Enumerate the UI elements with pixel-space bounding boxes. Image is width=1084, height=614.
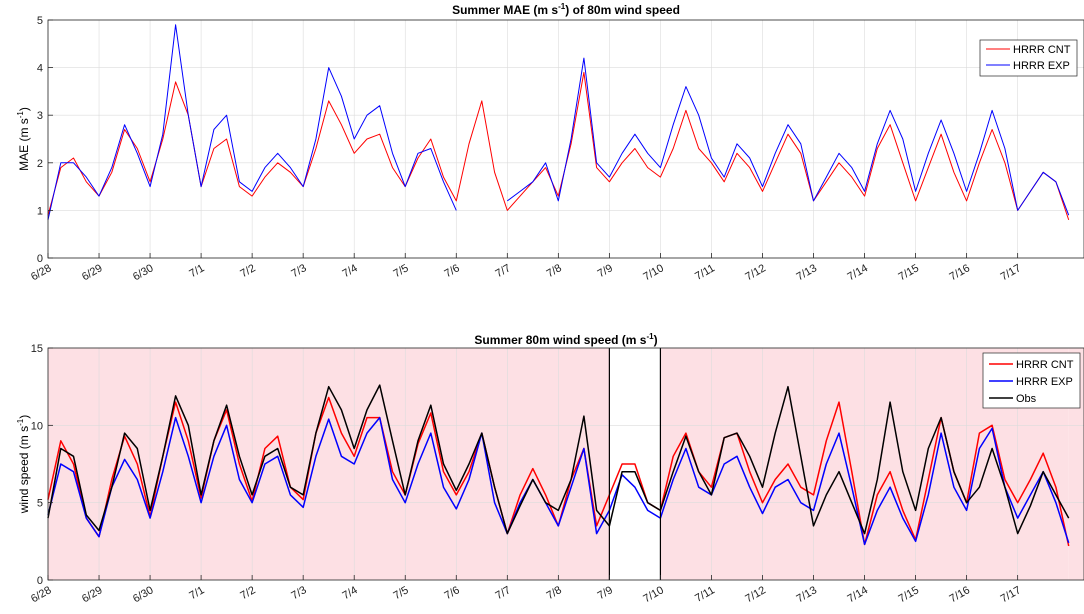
mae-ytick-label: 1 (37, 205, 43, 217)
wind-series-group (47, 384, 1070, 547)
wind-y-axis-label: wind speed (m s-1) (16, 415, 31, 515)
mae-ytick-label: 3 (37, 110, 43, 122)
mae-xtick-label: 7/17 (999, 262, 1024, 283)
wind-shaded-regions (48, 348, 1084, 580)
mae-ytick-label: 2 (37, 158, 43, 170)
mae-xtick-label: 7/2 (238, 262, 257, 280)
wind-xtick-label: 7/12 (743, 584, 768, 605)
wind-xtick-label: 7/14 (845, 584, 870, 605)
wind-xtick-label: 7/6 (443, 584, 462, 602)
mae-legend: HRRR CNT HRRR EXP (979, 39, 1078, 77)
mae-legend-box (979, 39, 1078, 77)
mae-xtick-label: 7/4 (340, 262, 359, 280)
mae-xtick-label: 7/13 (794, 262, 819, 283)
wind-legend: HRRR CNT HRRR EXP Obs (982, 352, 1081, 409)
wind-xtick-label: 7/2 (238, 584, 257, 602)
wind-ytick-label: 5 (37, 498, 43, 510)
wind-gap-markers (608, 348, 662, 580)
mae-xtick-label: 7/14 (845, 262, 870, 283)
wind-xtick-label: 7/13 (794, 584, 819, 605)
mae-y-ticks: 0 1 2 3 4 5 (37, 15, 53, 265)
wind-xtick-label: 7/9 (596, 584, 615, 602)
wind-ytick-label: 10 (31, 420, 43, 432)
mae-legend-label-cnt: HRRR CNT (1013, 44, 1071, 56)
mae-series-group (47, 24, 1070, 221)
mae-xtick-label: 7/9 (596, 262, 615, 280)
wind-legend-label-cnt: HRRR CNT (1016, 359, 1074, 371)
mae-axes-box (47, 19, 1084, 259)
wind-series-obs (47, 384, 1070, 535)
mae-xtick-label: 7/16 (948, 262, 973, 283)
mae-xtick-label: 7/1 (187, 262, 206, 280)
wind-ytick-label: 15 (31, 343, 43, 355)
mae-xtick-label: 6/30 (131, 262, 156, 283)
mae-y-axis-label: MAE (m s-1) (16, 107, 31, 171)
wind-legend-label-exp: HRRR EXP (1016, 376, 1073, 388)
wind-xtick-label: 6/30 (131, 584, 156, 605)
mae-xtick-label: 7/3 (289, 262, 308, 280)
mae-xtick-label: 7/7 (494, 262, 513, 280)
mae-xtick-label: 7/10 (641, 262, 666, 283)
wind-xtick-label: 6/29 (80, 584, 105, 605)
mae-chart-title: Summer MAE (m s-1) of 80m wind speed (452, 2, 680, 17)
mae-xtick-label: 7/5 (391, 262, 410, 280)
wind-axes-box (47, 347, 1084, 581)
mae-ytick-label: 4 (37, 63, 43, 75)
wind-xtick-label: 7/5 (391, 584, 410, 602)
wind-series-hrrr-exp (47, 416, 1070, 546)
mae-xtick-label: 7/8 (545, 262, 564, 280)
mae-series-hrrr-exp (47, 24, 1070, 221)
mae-panel: Summer MAE (m s-1) of 80m wind speed 0 1 2… (16, 2, 1084, 283)
wind-xtick-label: 7/10 (641, 584, 666, 605)
wind-xtick-label: 7/17 (999, 584, 1024, 605)
wind-legend-label-obs: Obs (1016, 393, 1037, 405)
mae-plot-area (48, 20, 1084, 258)
wind-panel: Summer 80m wind speed (m s-1) 0 5 10 15 6/2… (16, 332, 1084, 605)
mae-xtick-label: 7/12 (743, 262, 768, 283)
wind-xtick-label: 7/7 (494, 584, 513, 602)
mae-xtick-label: 6/28 (29, 262, 54, 283)
mae-xtick-label: 7/15 (897, 262, 922, 283)
wind-y-ticks: 0 5 10 15 (31, 343, 53, 587)
wind-shade-0 (48, 348, 610, 580)
mae-xtick-label: 6/29 (80, 262, 105, 283)
wind-xtick-label: 7/1 (187, 584, 206, 602)
wind-chart-title: Summer 80m wind speed (m s-1) (474, 332, 657, 347)
wind-ytick-label: 0 (37, 575, 43, 587)
mae-xtick-label: 7/11 (693, 262, 717, 283)
wind-xtick-label: 7/15 (897, 584, 922, 605)
wind-xtick-label: 7/8 (545, 584, 564, 602)
mae-ytick-label: 5 (37, 15, 43, 27)
mae-legend-label-exp: HRRR EXP (1013, 60, 1070, 72)
wind-xtick-label: 7/4 (340, 584, 359, 602)
mae-xtick-label: 7/6 (443, 262, 462, 280)
mae-series-hrrr-cnt (47, 71, 1070, 221)
mae-ytick-label: 0 (37, 253, 43, 265)
wind-xtick-label: 7/3 (289, 584, 308, 602)
wind-xtick-label: 7/11 (693, 584, 717, 605)
wind-xtick-label: 7/16 (948, 584, 973, 605)
wind-xtick-label: 6/28 (29, 584, 54, 605)
